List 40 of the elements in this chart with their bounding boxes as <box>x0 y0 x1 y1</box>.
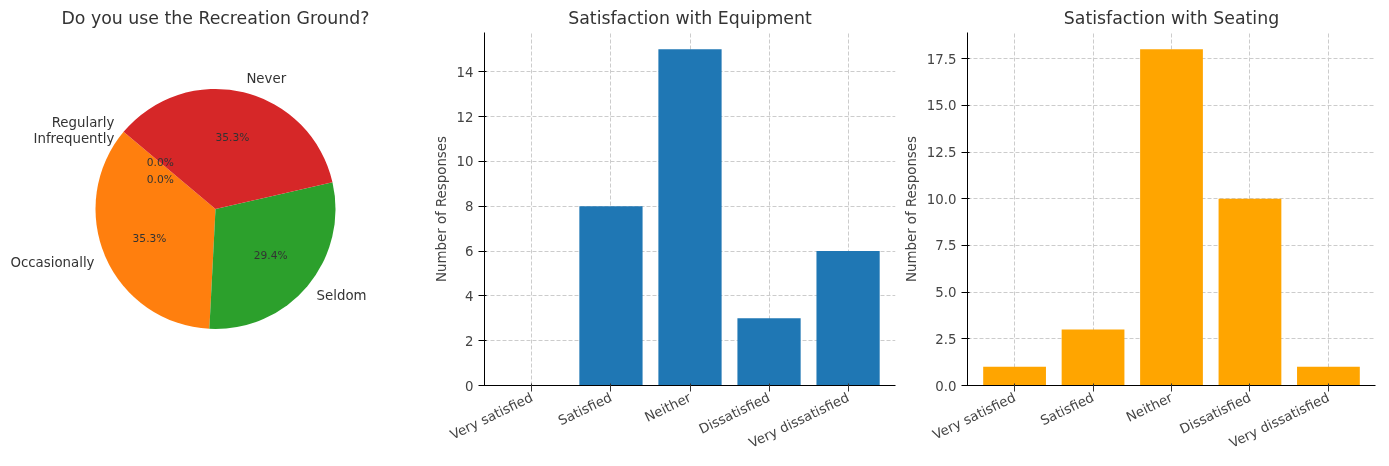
y-tick-label: 0.0 <box>935 378 957 394</box>
data-label: 35.3% <box>132 231 167 245</box>
data-label: 29.4% <box>253 249 288 263</box>
category-label: Infrequently <box>33 131 115 147</box>
y-tick-label: 2.5 <box>935 331 957 347</box>
y-axis-title: Number of Responses <box>433 136 449 282</box>
y-tick-label: 14 <box>456 64 474 80</box>
category-label: Regularly <box>51 115 115 131</box>
chart-title: Satisfaction with Equipment <box>568 7 812 28</box>
chart-title: Do you use the Recreation Ground? <box>61 7 370 28</box>
bar <box>1140 49 1203 386</box>
y-tick-label: 12 <box>456 109 474 125</box>
y-tick-label: 10.0 <box>926 191 957 207</box>
bar <box>983 366 1046 386</box>
bar <box>1218 198 1282 386</box>
slice-label: Seldom <box>316 287 367 303</box>
y-tick-label: 5.0 <box>935 285 957 301</box>
bar <box>1297 366 1360 386</box>
y-tick-label: 4 <box>465 288 474 304</box>
slice-label: Never <box>246 71 287 87</box>
slice-label: Occasionally <box>10 254 95 270</box>
y-tick-label: 12.5 <box>926 145 957 161</box>
y-tick-label: 7.5 <box>935 238 957 254</box>
text: 0.0% <box>146 172 174 186</box>
text: 0.0% <box>146 155 174 169</box>
bar <box>579 206 643 386</box>
data-label: 35.3% <box>215 131 250 145</box>
bar <box>658 49 722 386</box>
y-tick-label: 8 <box>465 199 474 215</box>
y-axis-title: Number of Responses <box>903 136 919 282</box>
y-tick-label: 2 <box>465 333 474 349</box>
chart-title: Satisfaction with Seating <box>1063 7 1280 28</box>
bar <box>816 251 880 386</box>
y-tick-label: 0 <box>465 378 474 394</box>
y-tick-label: 17.5 <box>926 51 957 67</box>
y-tick-label: 6 <box>465 244 474 260</box>
bar <box>737 318 801 386</box>
bar <box>1061 329 1125 386</box>
y-tick-label: 15.0 <box>926 98 957 114</box>
y-tick-label: 10 <box>456 154 474 170</box>
